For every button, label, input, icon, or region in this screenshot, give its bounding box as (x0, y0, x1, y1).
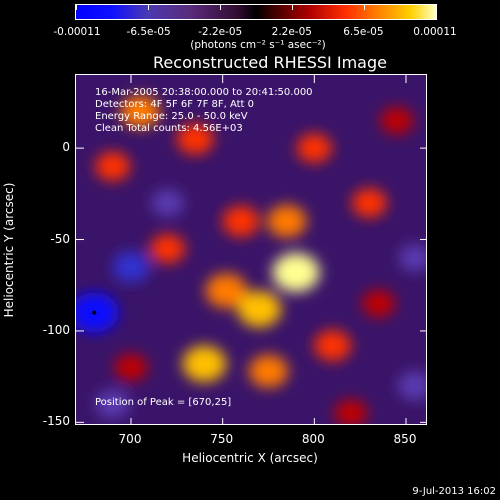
chart-title: Reconstructed RHESSI Image (153, 53, 387, 72)
info-peak-position: Position of Peak = [670,25] (95, 397, 232, 408)
colorbar-tick (76, 4, 77, 10)
y-tick-label: -50 (50, 231, 70, 246)
colorbar-tick (148, 4, 149, 10)
timestamp-footer: 9-Jul-2013 16:02 (412, 486, 496, 497)
heatmap-blob (114, 353, 148, 382)
heatmap-blob (380, 107, 414, 135)
x-tick-label: 800 (301, 432, 325, 446)
colorbar-tick (364, 4, 365, 10)
heatmap-blob (267, 204, 307, 238)
heatmap-blob (76, 292, 119, 333)
colorbar-tick (292, 4, 293, 10)
heatmap-blob (362, 289, 395, 318)
colorbar-units: (photons cm⁻² s⁻¹ asec⁻²) (190, 39, 326, 51)
colorbar (75, 4, 437, 20)
heatmap-blob (205, 273, 248, 308)
peak-marker (92, 310, 97, 315)
heatmap-blob (314, 330, 352, 362)
x-tick-label: 750 (210, 432, 234, 446)
heatmap-blob (397, 371, 426, 401)
colorbar-tick-label: 6.5e-05 (343, 26, 384, 38)
info-energy-range: Energy Range: 25.0 - 50.0 keV (95, 111, 248, 122)
x-tick-label: 700 (118, 432, 142, 446)
heatmap-blob (272, 252, 320, 292)
colorbar-tick-label: 0.00011 (413, 26, 457, 38)
y-axis-label: Heliocentric Y (arcsec) (2, 182, 16, 318)
x-axis-label: Heliocentric X (arcsec) (182, 451, 318, 465)
heatmap-blob (296, 133, 332, 163)
heatmap-blob (95, 389, 131, 419)
heatmap-blob (248, 354, 289, 388)
heatmap-blob (182, 345, 227, 383)
colorbar-tick (220, 4, 221, 10)
colorbar-tick-label: -6.5e-05 (126, 26, 171, 38)
heatmap-blob (176, 123, 214, 155)
heatmap-blob (151, 189, 185, 217)
colorbar-tick-label: -2.2e-05 (198, 26, 243, 38)
info-clean-counts: Clean Total counts: 4.56E+03 (95, 123, 243, 134)
x-tick-label: 850 (393, 432, 417, 446)
info-time-range: 16-Mar-2005 20:38:00.000 to 20:41:50.000 (95, 87, 313, 98)
heatmap-blob (237, 290, 282, 328)
colorbar-tick-label: 2.2e-05 (271, 26, 312, 38)
heatmap-blob (334, 399, 368, 424)
heatmap-blob (398, 244, 426, 272)
heatmap-image (76, 75, 426, 424)
heatmap-blob (150, 234, 186, 264)
heatmap-blob (95, 151, 131, 181)
y-tick-label: -100 (42, 322, 70, 337)
colorbar-tick-label: -0.00011 (53, 26, 101, 38)
heatmap-blob (112, 251, 150, 283)
y-tick-label: -150 (42, 414, 70, 429)
plot-area: 16-Mar-2005 20:38:00.000 to 20:41:50.000… (75, 74, 427, 425)
info-detectors: Detectors: 4F 5F 6F 7F 8F, Att 0 (95, 99, 255, 110)
heatmap-blob (351, 188, 387, 218)
heatmap-blob (120, 95, 160, 128)
colorbar-tick (436, 4, 437, 10)
heatmap-blob (222, 205, 260, 237)
y-tick-label: 0 (62, 140, 70, 155)
